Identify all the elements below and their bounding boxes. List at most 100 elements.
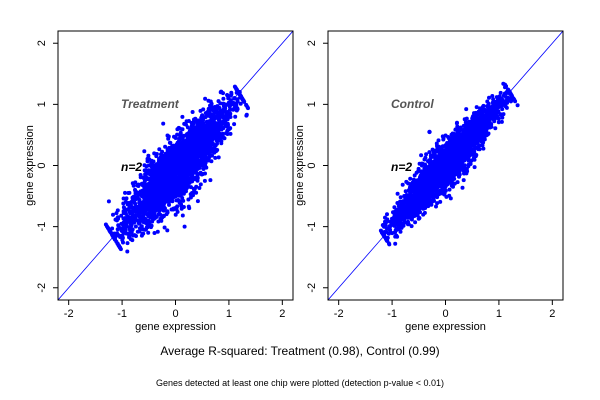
data-point xyxy=(124,196,129,201)
data-point xyxy=(126,207,131,212)
data-point xyxy=(386,231,391,236)
data-point xyxy=(175,132,180,137)
data-point xyxy=(165,209,170,214)
data-point xyxy=(203,96,208,101)
data-point xyxy=(212,105,217,109)
data-point xyxy=(151,201,156,206)
data-point xyxy=(200,172,205,176)
data-point xyxy=(159,174,165,179)
data-point xyxy=(409,224,414,229)
data-point xyxy=(187,168,192,172)
data-point xyxy=(202,178,207,183)
data-point xyxy=(195,123,200,128)
data-point xyxy=(481,113,486,118)
data-point xyxy=(147,220,152,225)
data-point xyxy=(150,195,156,200)
data-point xyxy=(481,103,486,108)
data-point xyxy=(231,100,236,105)
data-point xyxy=(125,231,130,236)
data-point xyxy=(158,155,163,160)
data-point xyxy=(130,181,135,186)
data-point xyxy=(496,120,501,125)
data-point xyxy=(220,131,225,136)
data-point xyxy=(160,149,165,154)
data-point xyxy=(501,112,506,117)
data-point xyxy=(132,220,137,225)
data-point xyxy=(390,231,395,236)
data-point xyxy=(460,185,465,190)
data-point xyxy=(210,129,215,133)
data-point xyxy=(490,115,495,120)
y-tick-label: -1 xyxy=(36,222,48,232)
data-point xyxy=(184,122,188,127)
data-point xyxy=(193,168,198,173)
data-point xyxy=(156,219,161,224)
data-point xyxy=(385,238,389,243)
data-point xyxy=(210,153,214,158)
data-point xyxy=(146,153,151,158)
data-point xyxy=(398,195,403,200)
data-point xyxy=(386,241,391,246)
y-tick-label: 0 xyxy=(36,162,48,168)
data-point xyxy=(173,155,178,160)
data-point xyxy=(149,177,154,182)
data-point xyxy=(143,168,148,173)
data-point xyxy=(424,152,429,157)
data-point xyxy=(218,90,223,95)
data-point xyxy=(165,163,170,168)
data-point xyxy=(200,135,205,141)
data-point xyxy=(174,150,179,155)
data-point xyxy=(228,98,233,103)
data-point xyxy=(180,135,185,140)
data-point xyxy=(442,191,447,196)
data-point xyxy=(154,152,159,156)
data-point xyxy=(152,166,157,170)
data-point xyxy=(194,132,198,137)
data-point xyxy=(173,205,178,210)
data-point xyxy=(470,147,474,152)
x-tick-label: 0 xyxy=(172,308,178,320)
data-point xyxy=(143,217,148,222)
data-point xyxy=(222,102,227,107)
data-point xyxy=(169,151,174,155)
data-point xyxy=(194,190,199,195)
data-point xyxy=(106,199,111,204)
data-point xyxy=(197,186,202,190)
data-point xyxy=(141,231,146,236)
data-point xyxy=(195,172,200,177)
data-point xyxy=(167,140,172,145)
data-point xyxy=(455,120,459,125)
data-point xyxy=(179,141,184,146)
data-point xyxy=(397,221,402,226)
data-point xyxy=(233,114,238,119)
data-point xyxy=(481,146,486,151)
data-point xyxy=(447,187,452,192)
data-point xyxy=(434,204,438,209)
data-point xyxy=(143,201,149,206)
data-point xyxy=(121,240,125,245)
data-point xyxy=(154,196,159,201)
data-point xyxy=(184,177,188,182)
data-point xyxy=(481,109,486,114)
data-point xyxy=(130,227,135,232)
y-tick-label: 2 xyxy=(36,40,48,46)
data-point xyxy=(141,175,146,180)
data-point xyxy=(179,202,184,207)
data-point xyxy=(197,132,202,138)
data-point xyxy=(168,176,173,182)
data-point xyxy=(462,165,467,170)
data-point xyxy=(477,133,482,138)
sample-count-label: n=2 xyxy=(121,160,142,174)
data-point xyxy=(456,129,461,134)
data-point xyxy=(156,212,161,217)
data-point xyxy=(150,207,155,212)
data-point xyxy=(198,108,203,113)
data-point xyxy=(427,150,432,155)
data-point xyxy=(112,237,117,242)
data-point xyxy=(228,131,233,136)
data-point xyxy=(200,123,205,128)
data-point xyxy=(244,103,249,108)
data-point xyxy=(232,122,237,127)
